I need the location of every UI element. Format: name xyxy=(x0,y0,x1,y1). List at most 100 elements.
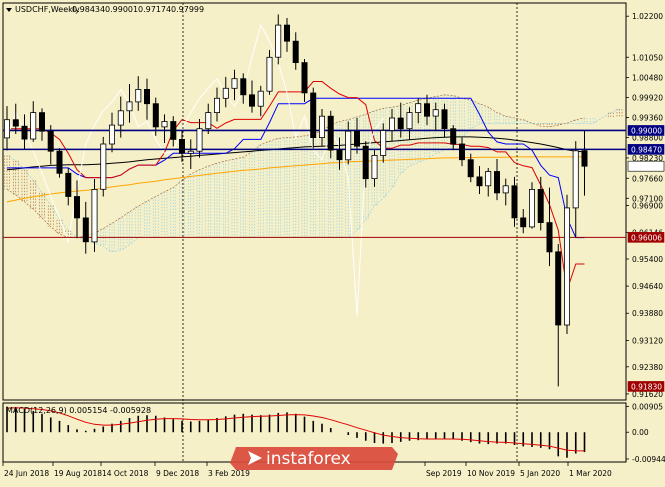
candle-body xyxy=(161,121,168,128)
candle-body xyxy=(143,89,150,105)
candle-body xyxy=(555,251,562,326)
ohlc-high: 0.99001 xyxy=(105,5,138,14)
symbol-label: USDCHF,Weekly xyxy=(15,5,80,14)
y-tick-label: 0.92380 xyxy=(632,363,663,372)
dropdown-arrow-icon[interactable] xyxy=(6,8,12,12)
candle-body xyxy=(318,115,325,138)
y-tick-label: 0.93120 xyxy=(632,336,663,345)
candle-body xyxy=(196,128,203,152)
candlesticks xyxy=(4,14,588,387)
candle-body xyxy=(511,185,518,219)
candle-body xyxy=(529,188,536,228)
candle-body xyxy=(537,188,544,223)
price-label-text: 0.96006 xyxy=(631,233,662,242)
price-label-tag xyxy=(627,144,665,155)
candle-body xyxy=(564,207,571,326)
candle-body xyxy=(257,90,264,107)
candle-body xyxy=(91,188,98,243)
y-tick-label: 0.99360 xyxy=(632,114,663,123)
candle-body xyxy=(30,112,37,140)
candle-body xyxy=(450,128,457,145)
price-labels: 0.99000 0.98470 0.97999 0.96006 0.91830 xyxy=(627,125,665,392)
candle-body xyxy=(65,172,72,197)
x-tick-label: 19 Aug 2018 xyxy=(54,469,102,478)
candle-body xyxy=(100,143,107,190)
candle-body xyxy=(4,119,10,139)
candle-body xyxy=(336,149,343,161)
y-tick-label: 0.91620 xyxy=(632,390,663,399)
candle-body xyxy=(292,40,299,64)
chikou-span-line xyxy=(6,23,384,317)
price-label-tag xyxy=(627,232,665,243)
candle-body xyxy=(187,150,194,154)
watermark-logo-icon xyxy=(248,451,262,465)
candle-body xyxy=(546,222,553,253)
candle-body xyxy=(74,196,81,219)
candle-body xyxy=(39,112,46,132)
price-axis: 1.02200 1.01050 1.00480 0.99920 0.99360 0.988… xyxy=(626,12,663,399)
candle-body xyxy=(415,103,422,113)
candle-body xyxy=(345,130,352,161)
candle-body xyxy=(476,176,483,187)
candle-body xyxy=(47,130,54,152)
candle-body xyxy=(467,159,474,178)
time-axis: 24 Jun 2018 19 Aug 2018 14 Oct 2018 9 Dec 2… xyxy=(2,462,612,478)
y-tick-label: 1.01050 xyxy=(632,53,663,62)
candle-body xyxy=(441,109,448,129)
candle-body xyxy=(572,150,579,209)
candle-body xyxy=(205,112,212,130)
x-tick-label: 24 Jun 2018 xyxy=(4,469,49,478)
macd-y-tick-label: 0.00 xyxy=(632,428,649,437)
x-tick-label: 9 Dec 2018 xyxy=(156,469,199,478)
candle-body xyxy=(21,125,28,140)
price-label-tag xyxy=(627,160,665,172)
x-tick-label: 1 Mar 2020 xyxy=(569,469,612,478)
candle-body xyxy=(135,89,142,103)
y-tick-label: 0.97100 xyxy=(632,194,663,203)
vertical-period-lines xyxy=(182,3,518,462)
ohlc-close: 0.97999 xyxy=(171,5,204,14)
candle-body xyxy=(432,109,439,117)
senkou-span-b-line xyxy=(6,108,620,253)
watermark: instaforex xyxy=(230,447,398,470)
candle-body xyxy=(458,143,465,161)
candle-body xyxy=(126,101,133,112)
macd-indicator: 0.00905 0.00 -0.00944 xyxy=(6,403,665,464)
candle-body xyxy=(380,130,387,156)
candle-body xyxy=(371,154,378,179)
y-tick-label: 0.97660 xyxy=(632,174,663,183)
candle-body xyxy=(502,185,509,194)
y-tick-label: 1.02200 xyxy=(632,12,663,21)
main-panel-frame xyxy=(2,2,627,401)
macd-signal-line xyxy=(6,407,585,452)
watermark-text: instaforex xyxy=(266,449,351,469)
candle-body xyxy=(520,217,527,228)
y-tick-label: 0.96900 xyxy=(632,201,663,210)
price-label-text: 0.99000 xyxy=(631,126,662,135)
candle-body xyxy=(178,138,185,154)
candle-body xyxy=(310,92,317,138)
ohlc-low: 0.97174 xyxy=(138,5,171,14)
candle-body xyxy=(406,112,413,130)
x-tick-label: 14 Oct 2018 xyxy=(102,469,149,478)
ohlc-open: 0.98434 xyxy=(72,5,105,14)
y-tick-label: 1.00480 xyxy=(632,74,663,83)
candle-body xyxy=(12,119,19,127)
candle-body xyxy=(231,78,238,89)
candle-body xyxy=(362,145,369,180)
macd-y-tick-label: 0.00905 xyxy=(632,403,663,412)
y-tick-label: 0.93880 xyxy=(632,309,663,318)
candle-body xyxy=(397,117,404,130)
candle-body xyxy=(222,87,229,99)
candle-body xyxy=(327,115,334,151)
y-tick-label: 0.98230 xyxy=(632,154,663,163)
candle-body xyxy=(283,24,290,42)
x-tick-label: 10 Nov 2019 xyxy=(467,469,515,478)
candle-body xyxy=(213,97,220,114)
price-label-tag xyxy=(627,381,665,392)
x-tick-label: Sep 2019 xyxy=(426,469,462,478)
y-tick-label: 0.99920 xyxy=(632,94,663,103)
price-label-text: 0.91830 xyxy=(631,382,662,391)
